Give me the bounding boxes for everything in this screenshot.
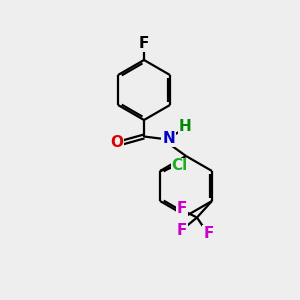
Text: F: F [203,226,214,241]
Text: O: O [110,135,123,150]
Text: F: F [177,223,187,238]
Text: N: N [162,131,175,146]
Text: F: F [139,36,149,51]
Text: H: H [179,119,191,134]
Text: Cl: Cl [171,158,188,173]
Text: F: F [177,201,187,216]
